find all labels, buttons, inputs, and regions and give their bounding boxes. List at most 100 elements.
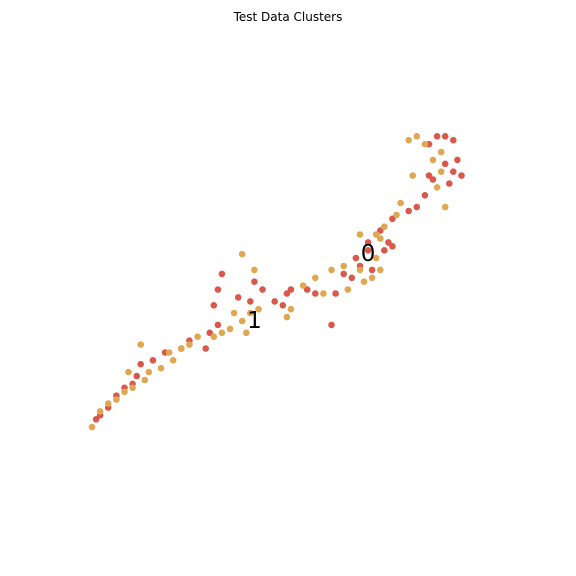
scatter-point [372,254,380,262]
scatter-point [137,360,144,368]
scatter-point [433,184,441,191]
scatter-point [283,290,291,297]
scatter-point [320,290,327,297]
scatter-point [165,349,173,356]
scatter-point [381,223,388,230]
scatter-point [255,305,262,313]
scatter-point [437,148,445,156]
scatter-point [364,239,372,246]
scatter-point [372,231,380,238]
scatter-point [137,341,144,348]
scatter-point [328,321,335,329]
scatter-point [433,133,441,140]
scatter-point [243,329,250,337]
scatter-point [129,384,136,392]
scatter-point [230,309,238,317]
scatter-point [149,357,157,364]
scatter-point [218,270,226,278]
scatter-point [393,211,400,219]
scatter-point [348,274,356,282]
scatter-point [271,298,279,305]
scatter-point [389,215,396,223]
scatter-point [238,250,246,258]
scatter-point [92,416,100,423]
scatter-point [202,345,209,352]
scatter-point [279,302,287,309]
scatter-point [125,368,132,376]
scatter-point [247,309,254,317]
scatter-point [145,368,153,376]
scatter-point [328,266,335,274]
scatter-point [368,266,376,274]
scatter-point [352,254,360,262]
scatter-point [251,266,258,274]
scatter-point [441,133,449,140]
scatter-point [210,302,218,309]
scatter-point [381,247,388,254]
scatter-point [247,298,254,305]
scatter-point [157,364,165,372]
cluster-label: 0 [361,241,376,267]
scatter-point [409,172,417,179]
scatter-point [312,274,319,282]
scatter-point [141,376,149,384]
scatter-point [312,290,319,297]
scatter-point [458,172,465,179]
scatter-point [441,160,449,168]
scatter-point [340,270,348,278]
scatter-point [226,325,234,333]
scatter-point [356,231,364,238]
scatter-point [283,313,291,321]
scatter-point [425,172,433,179]
scatter-point [214,321,222,329]
scatter-point [356,266,364,274]
scatter-point [251,278,258,286]
scatter-point [133,372,140,380]
scatter-point [332,290,339,297]
scatter-point [210,333,218,341]
cluster-labels-layer: 01 [247,241,375,334]
scatter-point [429,156,437,164]
scatter-point [421,140,429,148]
scatter-point [340,262,348,270]
scatter-point [121,388,128,396]
scatter-point [287,305,295,313]
scatter-point [344,286,352,293]
scatter-point [389,243,396,250]
scatter-point [303,286,311,293]
scatter-point [186,341,193,348]
scatter-point [454,156,461,164]
scatter-point [88,423,96,431]
scatter-point [194,333,201,341]
scatter-point [450,168,457,175]
scatter-point [397,199,404,207]
scatter-point [218,329,226,337]
scatter-point [214,286,222,293]
scatter-point [169,357,177,364]
scatter-point [299,282,307,289]
scatter-point [364,247,372,254]
points-layer [88,133,465,431]
scatter-point [104,400,112,407]
scatter-point [405,136,413,144]
scatter-point [238,317,246,325]
scatter-point [413,133,421,140]
scatter-point [234,294,242,301]
scatter-point [113,396,120,403]
scatter-point [368,274,376,282]
scatter-point [405,207,413,215]
cluster-label: 1 [247,308,262,334]
scatter-point [96,408,104,415]
scatter-point [441,203,449,211]
scatter-point [413,203,421,211]
scatter-point [446,180,453,187]
scatter-point [421,192,429,199]
scatter-point [377,235,384,242]
chart-title: Test Data Clusters [233,10,343,24]
scatter-point [437,168,445,175]
scatter-point [377,266,384,274]
scatter-point [259,286,266,293]
scatter-point [206,329,213,337]
scatter-point [178,345,185,352]
